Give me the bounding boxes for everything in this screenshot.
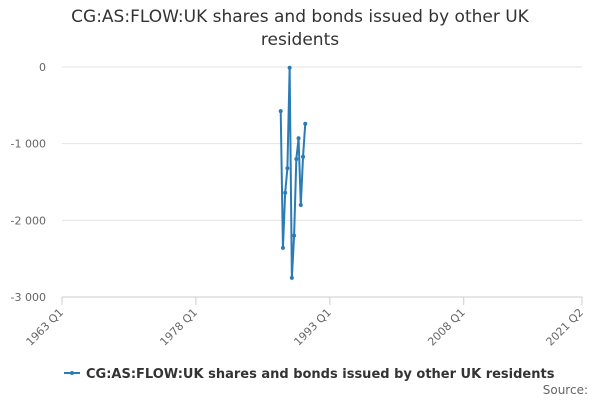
x-tick-label: 1963 Q1 <box>24 306 67 349</box>
y-tick-label: -3 000 <box>11 291 46 304</box>
x-tick-label: 2021 Q2 <box>544 306 587 349</box>
point <box>289 275 294 280</box>
point <box>303 121 308 126</box>
legend-label: CG:AS:FLOW:UK shares and bonds issued by… <box>86 367 555 382</box>
point <box>296 136 301 141</box>
point <box>287 65 292 70</box>
x-tick-label: 2008 Q1 <box>425 306 468 349</box>
point <box>298 203 303 207</box>
x-tick-label: 1978 Q1 <box>157 306 200 349</box>
point <box>280 245 285 250</box>
y-tick-label: -2 000 <box>11 214 46 227</box>
point <box>283 190 288 195</box>
point <box>292 233 297 238</box>
point <box>294 157 299 161</box>
x-tick-label: 1993 Q1 <box>291 306 334 349</box>
point <box>301 154 306 159</box>
source: Source: <box>543 383 588 397</box>
y-tick-label: -1 000 <box>11 138 46 151</box>
point <box>278 109 283 114</box>
y-tick-label: 0 <box>39 61 46 74</box>
series-line <box>279 67 307 278</box>
point <box>285 166 290 171</box>
chart-title: CG:AS:FLOW:UK shares and bonds issued by… <box>71 7 529 50</box>
legend-point <box>70 371 74 375</box>
